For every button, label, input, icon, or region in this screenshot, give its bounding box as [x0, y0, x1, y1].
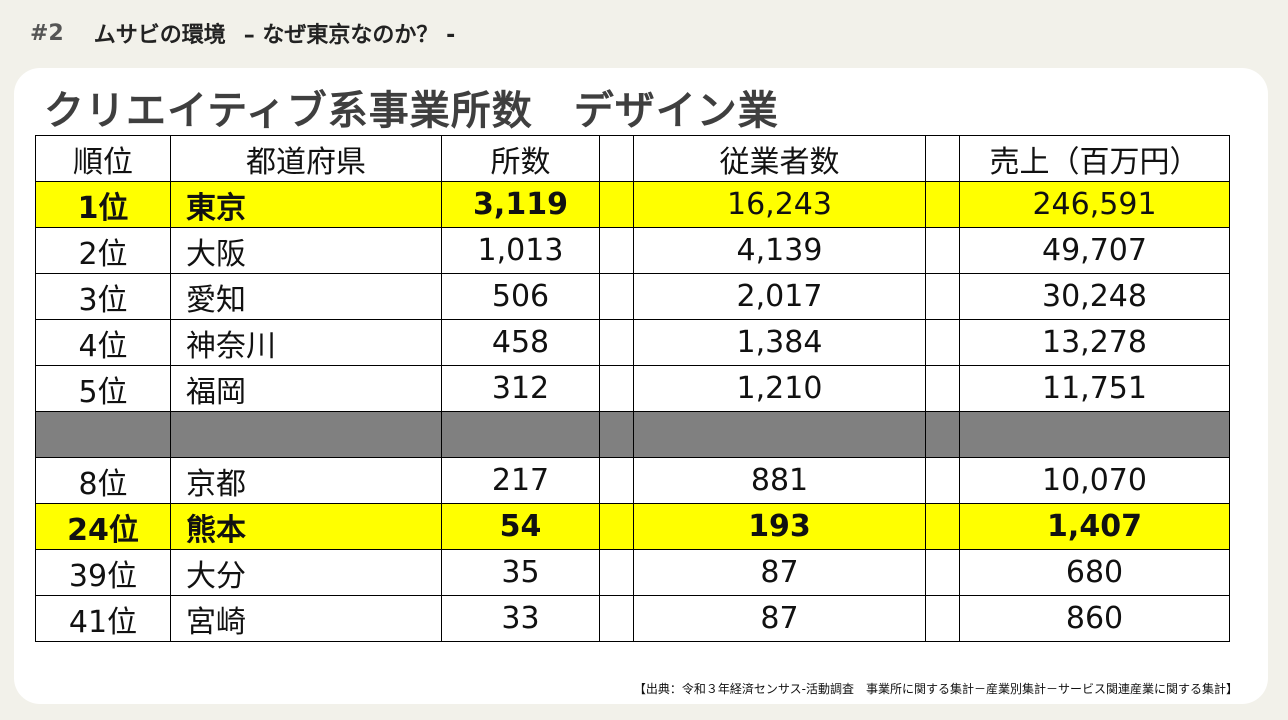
sales-cell: 11,751	[959, 365, 1230, 412]
prefecture-cell: 京都	[170, 457, 442, 504]
employees-cell: 4,139	[633, 227, 926, 274]
spacer-cell	[599, 135, 634, 182]
offices-cell: 54	[441, 503, 600, 550]
slide-title: クリエイティブ系事業所数 デザイン業	[44, 88, 779, 134]
sales-cell: 246,591	[959, 181, 1230, 228]
offices-cell: 3,119	[441, 181, 600, 228]
header-subtitle: – なぜ東京なのか？ -	[243, 23, 456, 48]
employees-cell: 1,210	[633, 365, 926, 412]
rank-cell: 5位	[35, 365, 171, 412]
spacer-cell	[599, 227, 634, 274]
spacer-cell	[599, 365, 634, 412]
table-row: 2位 大阪 1,013 4,139 49,707	[35, 227, 1230, 274]
table-row: 24位 熊本 54 193 1,407	[35, 503, 1230, 550]
spacer-cell	[599, 457, 634, 504]
sales-cell: 10,070	[959, 457, 1230, 504]
rank-cell: 39位	[35, 549, 171, 596]
employees-cell: 87	[633, 595, 926, 642]
offices-cell: 217	[441, 457, 600, 504]
gap-cell	[441, 411, 600, 458]
col-header-prefecture: 都道府県	[170, 135, 442, 182]
table-header-row: 順位 都道府県 所数 従業者数 売上（百万円）	[35, 135, 1230, 182]
rank-cell: 41位	[35, 595, 171, 642]
offices-cell: 506	[441, 273, 600, 320]
col-header-sales: 売上（百万円）	[959, 135, 1230, 182]
spacer-cell	[599, 503, 634, 550]
spacer-cell	[925, 227, 960, 274]
spacer-cell	[599, 549, 634, 596]
sales-cell: 860	[959, 595, 1230, 642]
spacer-cell	[925, 273, 960, 320]
table-row: 39位 大分 35 87 680	[35, 549, 1230, 596]
slide-number: #2	[30, 20, 64, 46]
employees-cell: 1,384	[633, 319, 926, 366]
ranking-table: 順位 都道府県 所数 従業者数 売上（百万円） 1位 東京 3,119 16,2…	[35, 135, 1230, 642]
employees-cell: 881	[633, 457, 926, 504]
spacer-cell	[925, 595, 960, 642]
employees-cell: 16,243	[633, 181, 926, 228]
offices-cell: 458	[441, 319, 600, 366]
slide-header: #2 ムサビの環境 – なぜ東京なのか？ -	[30, 16, 455, 50]
rank-cell: 8位	[35, 457, 171, 504]
gap-cell	[170, 411, 442, 458]
rank-cell: 2位	[35, 227, 171, 274]
col-header-offices: 所数	[441, 135, 600, 182]
prefecture-cell: 大分	[170, 549, 442, 596]
gap-row	[35, 411, 1230, 458]
offices-cell: 312	[441, 365, 600, 412]
table-row: 4位 神奈川 458 1,384 13,278	[35, 319, 1230, 366]
gap-cell	[959, 411, 1230, 458]
sales-cell: 49,707	[959, 227, 1230, 274]
sales-cell: 30,248	[959, 273, 1230, 320]
offices-cell: 1,013	[441, 227, 600, 274]
table-row: 8位 京都 217 881 10,070	[35, 457, 1230, 504]
spacer-cell	[599, 319, 634, 366]
prefecture-cell: 熊本	[170, 503, 442, 550]
sales-cell: 1,407	[959, 503, 1230, 550]
prefecture-cell: 愛知	[170, 273, 442, 320]
rank-cell: 1位	[35, 181, 171, 228]
offices-cell: 33	[441, 595, 600, 642]
prefecture-cell: 宮崎	[170, 595, 442, 642]
spacer-cell	[925, 503, 960, 550]
table-row: 1位 東京 3,119 16,243 246,591	[35, 181, 1230, 228]
prefecture-cell: 東京	[170, 181, 442, 228]
employees-cell: 87	[633, 549, 926, 596]
prefecture-cell: 大阪	[170, 227, 442, 274]
gap-cell	[599, 411, 634, 458]
gap-cell	[925, 411, 960, 458]
rank-cell: 24位	[35, 503, 171, 550]
spacer-cell	[925, 365, 960, 412]
col-header-employees: 従業者数	[633, 135, 926, 182]
table-row: 3位 愛知 506 2,017 30,248	[35, 273, 1230, 320]
spacer-cell	[599, 273, 634, 320]
offices-cell: 35	[441, 549, 600, 596]
header-title: ムサビの環境	[93, 23, 226, 48]
rank-cell: 4位	[35, 319, 171, 366]
employees-cell: 193	[633, 503, 926, 550]
spacer-cell	[599, 595, 634, 642]
spacer-cell	[925, 319, 960, 366]
spacer-cell	[599, 181, 634, 228]
gap-cell	[633, 411, 926, 458]
prefecture-cell: 福岡	[170, 365, 442, 412]
sales-cell: 680	[959, 549, 1230, 596]
spacer-cell	[925, 181, 960, 228]
sales-cell: 13,278	[959, 319, 1230, 366]
table-row: 5位 福岡 312 1,210 11,751	[35, 365, 1230, 412]
col-header-rank: 順位	[35, 135, 171, 182]
table-row: 41位 宮崎 33 87 860	[35, 595, 1230, 642]
employees-cell: 2,017	[633, 273, 926, 320]
source-citation: 【出典：令和３年経済センサス-活動調査 事業所に関する集計－産業別集計－サービス…	[633, 682, 1238, 696]
spacer-cell	[925, 457, 960, 504]
prefecture-cell: 神奈川	[170, 319, 442, 366]
rank-cell: 3位	[35, 273, 171, 320]
spacer-cell	[925, 135, 960, 182]
gap-cell	[35, 411, 171, 458]
spacer-cell	[925, 549, 960, 596]
